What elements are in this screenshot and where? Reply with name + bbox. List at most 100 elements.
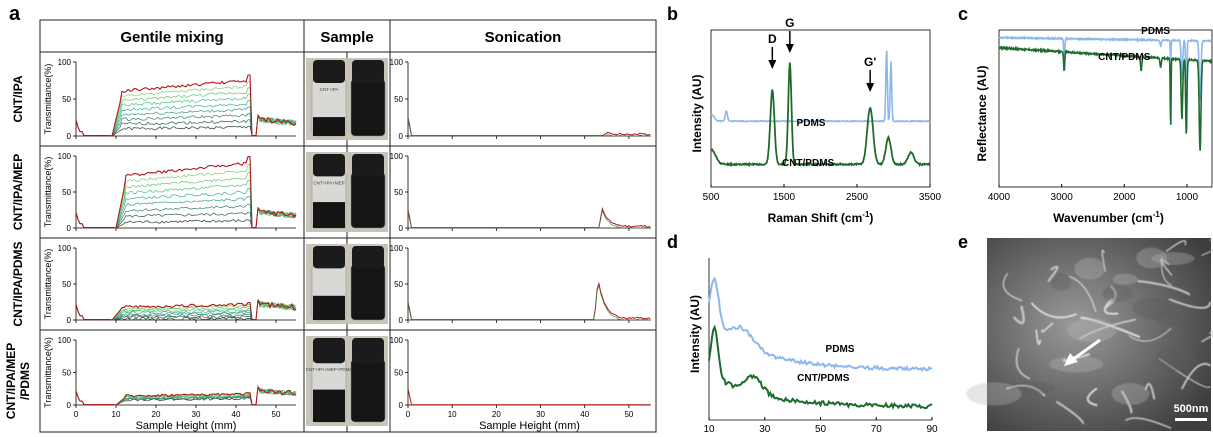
nanotube-fiber xyxy=(1137,279,1191,296)
annotation-arrowhead xyxy=(768,60,777,69)
annotation-arrowhead xyxy=(785,44,794,53)
vial-sediment xyxy=(313,389,345,422)
series-line xyxy=(75,299,297,321)
nanotube-fiber xyxy=(1041,322,1054,333)
scale-bar-label: 500nm xyxy=(1174,403,1209,415)
panel-b-letter: b xyxy=(667,4,678,24)
y-tick-label: 0 xyxy=(67,132,72,141)
series-line-pdms xyxy=(998,35,1213,101)
sem-texture xyxy=(966,382,1022,406)
vial-label: CNT+IPA+MEP+PDMS xyxy=(306,367,353,372)
vial-cap xyxy=(352,154,384,177)
vial-cap xyxy=(313,154,345,177)
y-axis-label: Intensity (AU) xyxy=(688,295,702,373)
y-tick-label: 100 xyxy=(58,336,72,345)
nanotube-fiber xyxy=(1055,400,1085,425)
series-line-pdms xyxy=(708,276,933,372)
header-sample: Sample xyxy=(320,29,373,46)
series-line xyxy=(75,106,296,137)
y-tick-label: 0 xyxy=(399,316,404,325)
y-tick-label: 100 xyxy=(58,152,72,161)
sem-texture xyxy=(1151,252,1195,265)
y-axis-label: Transmittance(%) xyxy=(43,249,53,320)
vial xyxy=(350,172,386,229)
x-tick-label: 40 xyxy=(232,410,241,419)
x-tick-label: 3500 xyxy=(919,192,942,203)
series-line-cnt-pdms xyxy=(710,62,931,168)
y-axis-label: Reflectance (AU) xyxy=(975,65,989,161)
sem-texture xyxy=(1101,285,1134,302)
x-axis-label: Raman Shift (cm-1) xyxy=(768,210,874,225)
y-tick-label: 100 xyxy=(390,336,404,345)
sem-arrow xyxy=(1064,338,1101,366)
row-label: /PDMS xyxy=(18,362,32,400)
nanotube-fiber xyxy=(1165,240,1187,252)
vial-cap xyxy=(313,246,345,269)
y-tick-label: 50 xyxy=(62,280,71,289)
row-label: CNT/IPA xyxy=(11,75,25,122)
nanotube-fiber xyxy=(1002,273,1023,302)
series-line xyxy=(75,164,297,229)
x-tick-label: 30 xyxy=(536,410,545,419)
nanotube-fiber xyxy=(1069,276,1097,312)
y-tick-label: 100 xyxy=(390,58,404,67)
y-tick-label: 50 xyxy=(394,280,403,289)
series-label: PDMS xyxy=(1141,26,1170,37)
sem-texture xyxy=(1111,382,1150,406)
series-line xyxy=(407,388,651,406)
series-line xyxy=(75,93,297,137)
sem-texture xyxy=(1009,381,1056,395)
x-axis-label: Wavenumber (cm-1) xyxy=(1053,210,1164,225)
vial xyxy=(350,264,386,321)
series-line xyxy=(407,119,651,137)
x-tick-label: 1000 xyxy=(1176,192,1199,203)
panel-a-letter: a xyxy=(9,3,21,25)
scale-bar xyxy=(1175,418,1207,421)
y-tick-label: 100 xyxy=(58,58,72,67)
series-line xyxy=(75,113,297,137)
x-tick-label: 0 xyxy=(74,410,79,419)
x-axis-label: Sample Height (mm) xyxy=(479,420,580,432)
y-tick-label: 0 xyxy=(399,224,404,233)
nanotube-fiber xyxy=(1013,305,1025,325)
plot-frame xyxy=(998,29,1213,188)
transmittance-subplot: 05010001020304050Transmittance(%)Sample … xyxy=(375,336,651,432)
x-tick-label: 20 xyxy=(152,410,161,419)
y-tick-label: 50 xyxy=(62,95,71,104)
sem-texture xyxy=(1112,273,1138,285)
vial-cap xyxy=(313,338,345,364)
series-line xyxy=(75,81,297,137)
vial-label: CNT+IPA+MEP xyxy=(313,180,344,185)
x-tick-label: 3000 xyxy=(1051,192,1074,203)
nanotube-fiber xyxy=(1086,387,1098,407)
y-axis-label: Transmittance(%) xyxy=(43,337,53,408)
peak-annotation: G xyxy=(785,16,794,30)
annotation-arrowhead xyxy=(866,83,875,92)
x-tick-label: 2000 xyxy=(1113,192,1136,203)
vial-cap xyxy=(313,60,345,83)
y-tick-label: 50 xyxy=(394,188,403,197)
x-tick-label: 30 xyxy=(192,410,201,419)
x-tick-label: 10 xyxy=(112,410,121,419)
x-tick-label: 30 xyxy=(759,424,771,435)
sem-texture xyxy=(1048,355,1104,373)
series-label: CNT/PDMS xyxy=(1098,52,1151,63)
nanotube-fiber xyxy=(1103,298,1119,315)
x-tick-label: 500 xyxy=(703,192,720,203)
y-axis-label: Transmittance(%) xyxy=(43,64,53,135)
series-line xyxy=(407,284,651,321)
x-tick-label: 50 xyxy=(815,424,827,435)
series-line xyxy=(75,172,297,229)
series-line xyxy=(75,156,297,229)
vial-sediment xyxy=(313,202,345,228)
plot-frame xyxy=(710,29,931,188)
x-tick-label: 1500 xyxy=(773,192,796,203)
x-tick-label: 0 xyxy=(406,410,411,419)
series-label: CNT/PDMS xyxy=(797,373,850,384)
y-tick-label: 100 xyxy=(390,152,404,161)
